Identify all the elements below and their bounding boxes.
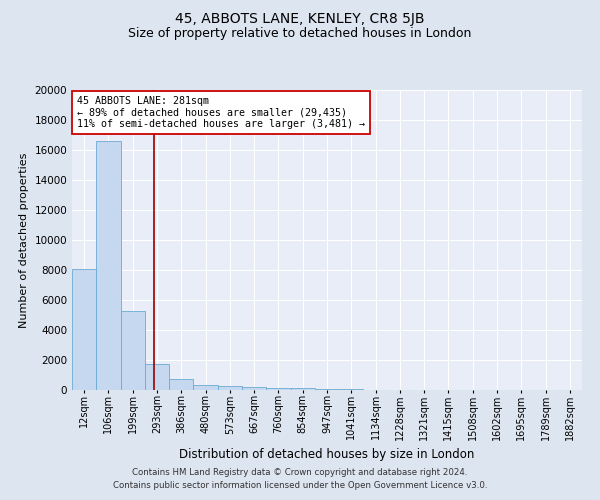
Bar: [96, 141, 121, 390]
Text: 45 ABBOTS LANE: 281sqm
← 89% of detached houses are smaller (29,435)
11% of semi: 45 ABBOTS LANE: 281sqm ← 89% of detached…: [77, 96, 365, 129]
Bar: [193, 385, 218, 390]
X-axis label: Distribution of detached houses by size in London: Distribution of detached houses by size …: [179, 448, 475, 461]
Y-axis label: Number of detached properties: Number of detached properties: [19, 152, 29, 328]
Bar: [218, 386, 242, 390]
Bar: [145, 364, 169, 390]
Text: 45, ABBOTS LANE, KENLEY, CR8 5JB: 45, ABBOTS LANE, KENLEY, CR8 5JB: [175, 12, 425, 26]
Bar: [121, 310, 145, 390]
Bar: [169, 379, 193, 390]
Text: Contains HM Land Registry data © Crown copyright and database right 2024.: Contains HM Land Registry data © Crown c…: [132, 468, 468, 477]
Bar: [339, 389, 364, 390]
Text: Size of property relative to detached houses in London: Size of property relative to detached ho…: [128, 28, 472, 40]
Bar: [242, 387, 266, 390]
Text: Contains public sector information licensed under the Open Government Licence v3: Contains public sector information licen…: [113, 480, 487, 490]
Bar: [266, 388, 290, 390]
Bar: [72, 268, 96, 390]
Bar: [315, 389, 339, 390]
Bar: [290, 388, 315, 390]
